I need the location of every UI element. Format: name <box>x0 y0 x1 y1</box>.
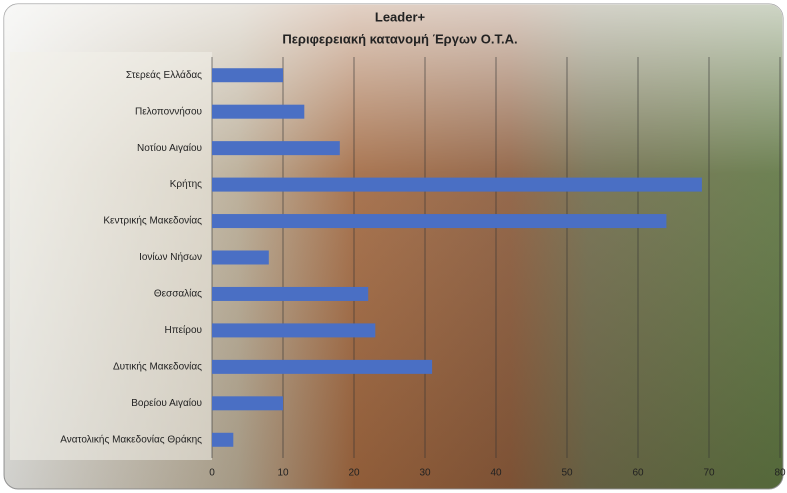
bar <box>212 141 340 156</box>
x-tick-label: 60 <box>632 468 644 479</box>
bar <box>212 104 305 119</box>
bar <box>212 214 667 229</box>
y-tick-label: Βορείου Αιγαίου <box>131 397 202 409</box>
chart-subtitle: Περιφερειακή κατανομή Έργων Ο.Τ.Α. <box>282 31 517 46</box>
bar <box>212 177 702 192</box>
y-tick-label: Θεσσαλίας <box>154 288 202 300</box>
bar <box>212 396 283 411</box>
y-tick-label: Στερεάς Ελλάδας <box>126 69 202 81</box>
y-tick-label: Ιονίων Νήσων <box>139 251 202 263</box>
y-tick-label: Ανατολικής Μακεδονίας Θράκης <box>60 433 202 445</box>
x-tick-label: 70 <box>703 468 715 479</box>
chart-title: Leader+ <box>375 9 426 24</box>
bar <box>212 323 376 338</box>
y-tick-label: Ηπείρου <box>164 324 202 336</box>
y-tick-label: Δυτικής Μακεδονίας <box>113 361 202 373</box>
x-tick-label: 80 <box>774 468 786 479</box>
y-tick-label: Κρήτης <box>170 178 202 190</box>
bar <box>212 68 283 83</box>
bar <box>212 432 234 447</box>
label-area <box>10 52 212 460</box>
y-tick-label: Νοτίου Αιγαίου <box>137 142 202 154</box>
x-tick-label: 40 <box>490 468 502 479</box>
x-tick-label: 0 <box>209 468 215 479</box>
bar <box>212 286 369 301</box>
x-tick-label: 10 <box>277 468 289 479</box>
y-tick-label: Κεντρικής Μακεδονίας <box>103 215 202 227</box>
bar <box>212 359 433 374</box>
x-tick-label: 50 <box>561 468 573 479</box>
x-tick-label: 20 <box>348 468 360 479</box>
y-tick-label: Πελοποννήσου <box>135 105 202 117</box>
x-tick-label: 30 <box>419 468 431 479</box>
bar <box>212 250 269 265</box>
